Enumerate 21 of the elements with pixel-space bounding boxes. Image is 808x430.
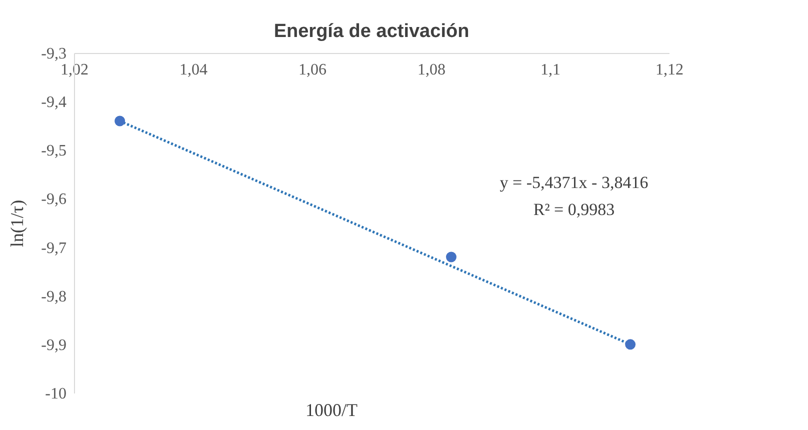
point bbox=[446, 252, 456, 262]
y-tick-label: -9,7 bbox=[41, 240, 66, 257]
y-tick-label: -9,3 bbox=[41, 46, 66, 62]
point bbox=[625, 339, 636, 350]
x-tick-label: 1,04 bbox=[180, 62, 208, 78]
chart-title: Energía de activación bbox=[274, 21, 470, 42]
y-tick-label: -9,8 bbox=[41, 288, 66, 306]
x-tick-label: 1,1 bbox=[540, 62, 560, 78]
annotation: R² = 0,9983 bbox=[533, 200, 615, 219]
x-tick-label: 1,08 bbox=[418, 62, 446, 78]
x-axis-title: 1000/T bbox=[306, 400, 358, 420]
y-tick-label: -10 bbox=[45, 386, 66, 402]
annotation: y = -5,4371x - 3,8416 bbox=[500, 173, 648, 192]
y-tick-label: -9,5 bbox=[41, 142, 66, 160]
y-tick-label: -9,9 bbox=[41, 336, 66, 354]
y-tick-label: -9,6 bbox=[41, 191, 66, 208]
x-tick-label: 1,12 bbox=[656, 62, 684, 78]
y-axis-title: ln(1/τ) bbox=[7, 200, 28, 248]
y-tick-label: -9,4 bbox=[41, 94, 66, 112]
point bbox=[114, 116, 126, 126]
x-tick-label: 1,06 bbox=[298, 62, 326, 78]
